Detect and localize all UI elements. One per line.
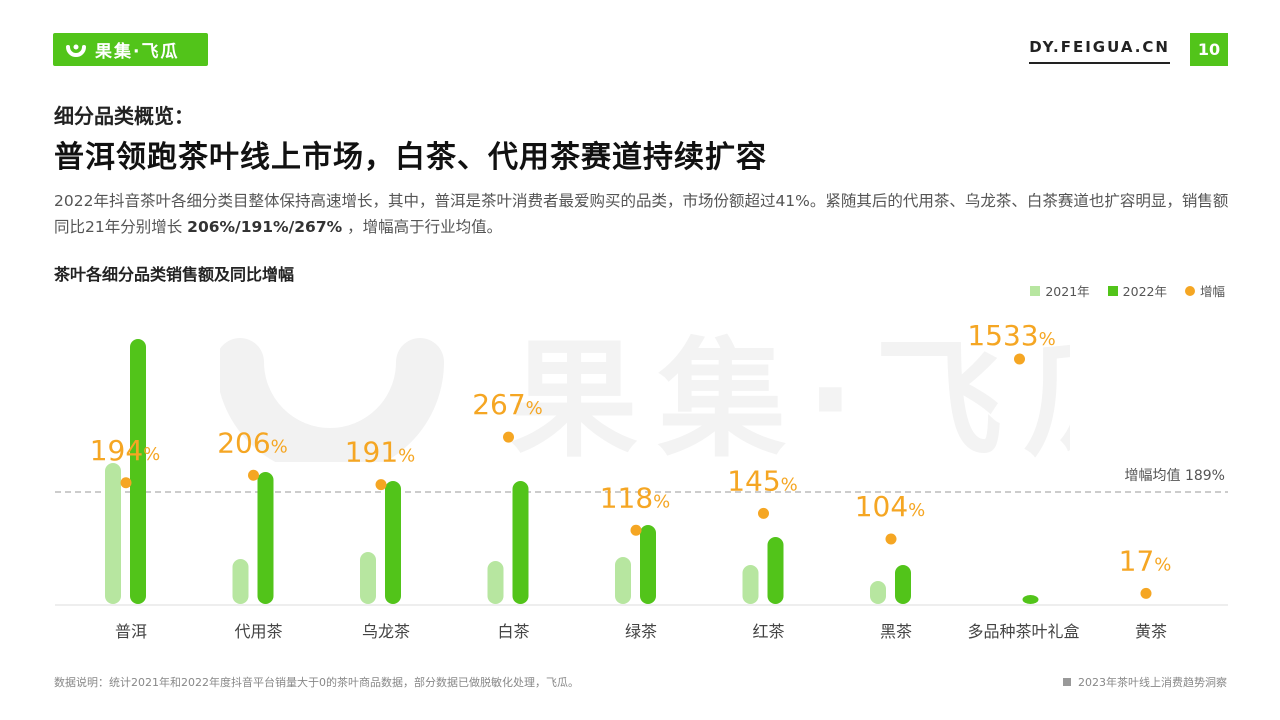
legend-swatch-growth <box>1184 285 1195 296</box>
bar-2021-4 <box>615 557 631 604</box>
bar-2021-5 <box>742 565 759 604</box>
average-label: 增幅均值 189% <box>1125 468 1225 484</box>
report-source: 2023年茶叶线上消费趋势洞察 <box>1063 674 1227 690</box>
bar-2022-1 <box>257 472 274 604</box>
bar-2021-0 <box>105 463 121 604</box>
growth-dot-2 <box>375 479 387 491</box>
page-title: 普洱领跑茶叶线上市场，白茶、代用茶赛道持续扩容 <box>54 140 767 175</box>
bar-2021-1 <box>232 559 249 604</box>
bar-2021-2 <box>360 552 376 604</box>
bar-2022-6 <box>895 565 911 604</box>
growth-dot-7 <box>1014 353 1025 365</box>
category-label-0: 普洱 <box>115 622 147 641</box>
growth-dot-1 <box>248 469 259 481</box>
legend-item-growth: 增幅 <box>1184 281 1225 300</box>
legend-label-growth: 增幅 <box>1199 284 1225 299</box>
legend-label-2022: 2022年 <box>1122 284 1167 299</box>
watermark-icon <box>220 338 444 462</box>
category-label-5: 红茶 <box>752 622 784 641</box>
category-label-7: 多品种茶叶礼盒 <box>967 622 1079 641</box>
growth-label-5: 145% <box>727 464 798 497</box>
bar-2022-5 <box>767 537 784 604</box>
legend-item-2022: 2022年 <box>1107 281 1167 300</box>
growth-dot-3 <box>503 431 514 443</box>
watermark: 果集·飞瓜 <box>220 326 1070 462</box>
growth-label-0: 194% <box>90 434 161 467</box>
growth-label-4: 118% <box>600 481 671 514</box>
category-label-1: 代用茶 <box>234 622 282 641</box>
chart-legend: 2021年 2022年 增幅 <box>1012 281 1225 300</box>
brand-logo: 果集·飞瓜 <box>53 33 208 66</box>
source-text: 2023年茶叶线上消费趋势洞察 <box>1078 676 1227 689</box>
growth-label-7: 1533% <box>967 319 1055 352</box>
growth-dot-4 <box>630 524 642 536</box>
category-label-3: 白茶 <box>497 622 529 641</box>
growth-label-6: 104% <box>855 490 926 523</box>
section-subtitle: 细分品类概览： <box>54 104 194 128</box>
footnote: 数据说明：统计2021年和2022年度抖音平台销量大于0的茶叶商品数据，部分数据… <box>54 676 579 689</box>
growth-label-2: 191% <box>345 436 416 469</box>
category-label-4: 绿茶 <box>625 622 657 641</box>
growth-label-1: 206% <box>217 426 288 459</box>
category-label-6: 黑茶 <box>880 622 912 641</box>
growth-dot-5 <box>758 507 769 519</box>
legend-swatch-2022 <box>1107 285 1118 296</box>
bar-2022-2 <box>385 481 401 604</box>
page-number: 10 <box>1190 33 1228 66</box>
logo-icon <box>66 44 86 57</box>
category-label-2: 乌龙茶 <box>362 622 410 641</box>
chart-title: 茶叶各细分品类销售额及同比增幅 <box>54 265 295 284</box>
watermark-text: 果集·飞瓜 <box>510 326 1070 462</box>
legend-label-2021: 2021年 <box>1045 284 1090 299</box>
category-label-8: 黄茶 <box>1135 622 1167 641</box>
growth-dot-0 <box>120 477 132 489</box>
bar-2022-4 <box>640 525 656 604</box>
description: 2022年抖音茶叶各细分类目整体保持高速增长，其中，普洱是茶叶消费者最爱购买的品… <box>54 188 1229 240</box>
desc-part1: 2022年抖音茶叶各细分类目整体保持高速增长，其中，普洱是茶叶消费者最爱购买的品… <box>54 192 1229 236</box>
growth-label-8: 17% <box>1119 544 1172 577</box>
growth-dot-8 <box>1140 587 1152 599</box>
bar-2022-0 <box>130 339 146 604</box>
logo-text: 果集·飞瓜 <box>95 42 180 62</box>
bar-2021-3 <box>487 561 504 604</box>
source-marker <box>1063 678 1071 686</box>
desc-part2: ，增幅高于行业均值。 <box>342 218 503 236</box>
legend-item-2021: 2021年 <box>1030 281 1090 300</box>
bar-2021-6 <box>870 581 886 604</box>
bar-2022-3 <box>512 481 529 604</box>
growth-label-3: 267% <box>472 388 543 421</box>
site-url[interactable]: DY.FEIGUA.CN <box>1029 38 1170 64</box>
growth-dot-6 <box>885 533 897 545</box>
legend-swatch-2021 <box>1030 285 1041 296</box>
bar-2022-7 <box>1022 595 1039 604</box>
desc-highlight: 206%/191%/267% <box>187 218 343 236</box>
